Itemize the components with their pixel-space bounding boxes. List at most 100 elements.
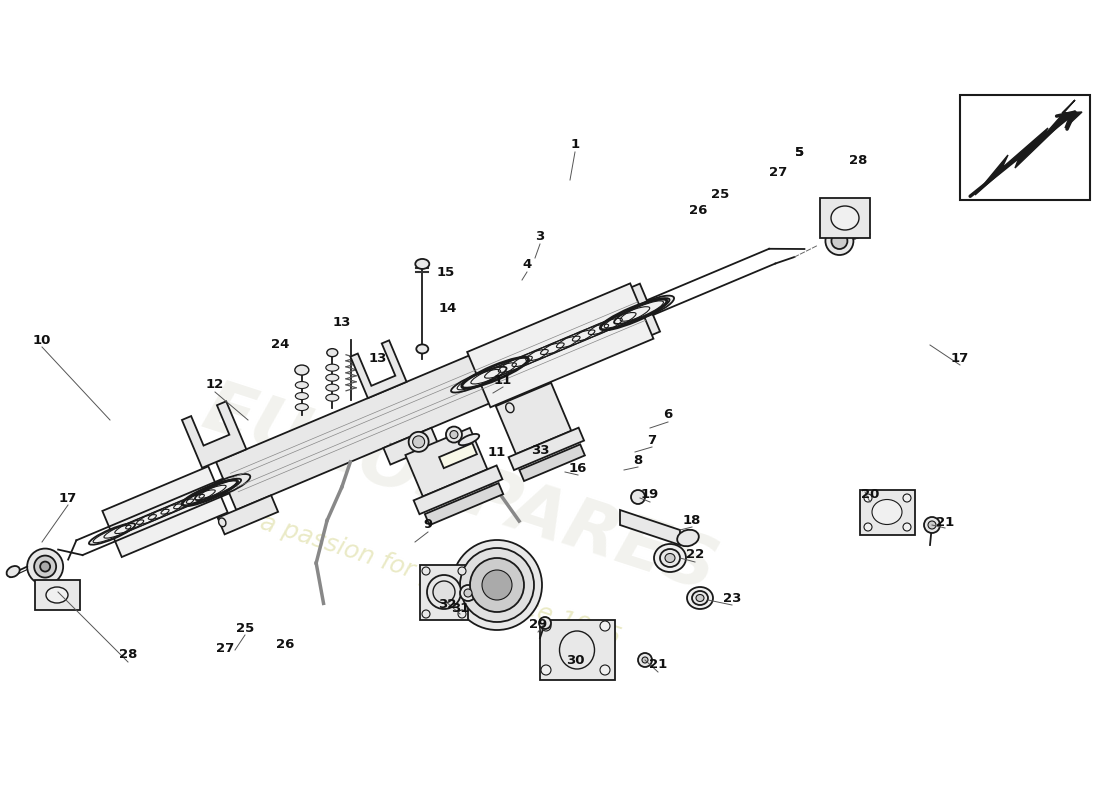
Text: 27: 27 [769,166,788,178]
Polygon shape [439,443,477,468]
Circle shape [460,548,534,622]
Text: 6: 6 [663,409,672,422]
Text: 32: 32 [438,598,456,611]
Text: 22: 22 [686,549,704,562]
Text: 25: 25 [711,189,729,202]
Text: 33: 33 [530,443,549,457]
Circle shape [825,227,854,255]
Ellipse shape [692,591,708,605]
Ellipse shape [7,566,20,577]
Text: 11: 11 [488,446,506,459]
Ellipse shape [219,518,225,526]
Circle shape [422,567,430,575]
Bar [820,198,870,238]
Ellipse shape [696,594,704,602]
Text: 19: 19 [641,489,659,502]
Text: 7: 7 [648,434,657,446]
Ellipse shape [46,587,68,603]
Text: 29: 29 [529,618,547,631]
Circle shape [903,494,911,502]
Text: 30: 30 [565,654,584,666]
Polygon shape [519,444,585,481]
Circle shape [928,521,936,529]
Polygon shape [508,428,584,470]
Bar [35,580,80,610]
Text: 13: 13 [368,351,387,365]
Ellipse shape [326,374,339,381]
Circle shape [864,523,872,531]
Bar [540,620,615,680]
Circle shape [458,610,466,618]
Ellipse shape [451,366,506,393]
Ellipse shape [459,434,480,446]
Text: 26: 26 [276,638,294,651]
Ellipse shape [295,382,308,389]
Text: EUROSPARES: EUROSPARES [195,374,726,606]
Circle shape [924,517,940,533]
Circle shape [450,430,458,438]
Ellipse shape [666,554,675,562]
Circle shape [600,665,610,675]
Circle shape [422,610,430,618]
Circle shape [40,562,51,571]
Circle shape [28,549,63,585]
Ellipse shape [626,296,674,319]
Ellipse shape [614,298,670,324]
Ellipse shape [560,631,594,669]
Text: 17: 17 [950,351,969,365]
Circle shape [482,570,512,600]
Circle shape [464,589,472,597]
Ellipse shape [506,403,514,413]
Text: 20: 20 [861,489,879,502]
Text: 10: 10 [33,334,52,346]
Ellipse shape [433,581,455,603]
Polygon shape [351,340,407,398]
Polygon shape [384,428,438,465]
Circle shape [864,494,872,502]
Ellipse shape [202,474,251,498]
Text: 23: 23 [723,591,741,605]
Circle shape [903,523,911,531]
Ellipse shape [326,394,339,401]
Circle shape [638,653,652,667]
Circle shape [642,657,648,663]
Circle shape [458,567,466,575]
Polygon shape [406,428,487,497]
Polygon shape [620,510,680,545]
Text: 26: 26 [689,203,707,217]
Polygon shape [218,495,278,534]
Circle shape [460,585,476,601]
Ellipse shape [327,349,338,357]
Text: 14: 14 [439,302,458,314]
Polygon shape [182,402,246,468]
Ellipse shape [89,523,135,545]
Text: 5: 5 [795,146,804,158]
Circle shape [408,432,429,452]
Ellipse shape [688,587,713,609]
Ellipse shape [326,364,339,371]
Text: 31: 31 [451,602,470,614]
Circle shape [832,233,847,249]
Text: a passion for parts since 1985: a passion for parts since 1985 [256,510,624,650]
Text: 16: 16 [569,462,587,474]
Polygon shape [216,284,660,510]
Ellipse shape [416,259,429,269]
Bar [960,95,1090,200]
Polygon shape [425,483,503,525]
Text: 17: 17 [59,491,77,505]
Text: 9: 9 [424,518,432,531]
Text: 4: 4 [522,258,531,271]
Polygon shape [102,466,228,557]
Circle shape [470,558,524,612]
Text: 28: 28 [849,154,867,166]
Ellipse shape [660,549,680,567]
Circle shape [541,665,551,675]
Ellipse shape [830,206,859,230]
Text: 5: 5 [795,146,804,158]
Ellipse shape [872,499,902,525]
Text: 25: 25 [235,622,254,634]
Text: 13: 13 [333,315,351,329]
Circle shape [631,490,645,504]
Circle shape [600,621,610,631]
Text: 1: 1 [571,138,580,151]
